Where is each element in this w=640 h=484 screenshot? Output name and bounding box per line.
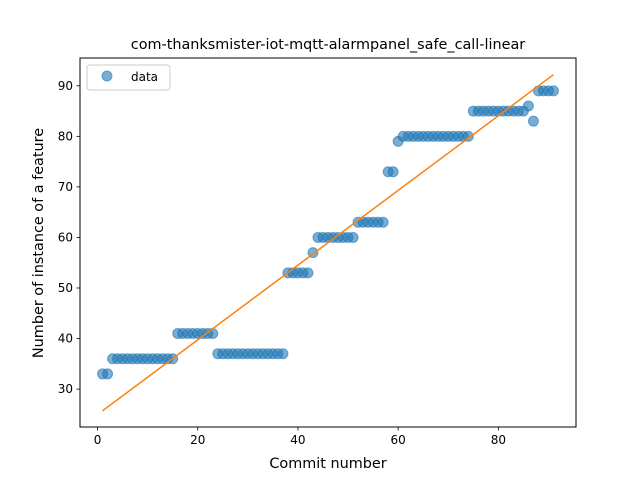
x-tick-label: 80 bbox=[491, 433, 506, 447]
data-point bbox=[387, 166, 399, 178]
data-point bbox=[527, 115, 539, 127]
data-point bbox=[377, 216, 389, 228]
legend-label-data: data bbox=[131, 70, 158, 84]
data-point bbox=[302, 267, 314, 279]
y-tick-label: 50 bbox=[58, 281, 73, 295]
data-point bbox=[277, 348, 289, 360]
legend: data bbox=[86, 64, 171, 91]
data-point bbox=[102, 368, 114, 380]
plot-content bbox=[97, 74, 559, 412]
y-tick-label: 70 bbox=[58, 180, 73, 194]
y-tick-label: 30 bbox=[58, 382, 73, 396]
x-tick-label: 60 bbox=[391, 433, 406, 447]
axis-ticks: 0 20 40 60 80 30 40 50 60 70 80 90 bbox=[58, 79, 506, 447]
x-axis-label: Commit number bbox=[269, 456, 386, 472]
y-tick-label: 80 bbox=[58, 129, 73, 143]
chart-title: com-thanksmister-iot-mqtt-alarmpanel_saf… bbox=[131, 37, 526, 53]
x-tick-label: 20 bbox=[190, 433, 205, 447]
data-point bbox=[207, 327, 219, 339]
plot-frame bbox=[79, 57, 577, 428]
data-point bbox=[347, 231, 359, 243]
data-point bbox=[522, 100, 534, 112]
y-tick-label: 60 bbox=[58, 230, 73, 244]
data-point bbox=[547, 85, 559, 97]
y-axis-label: Number of instance of a feature bbox=[31, 128, 47, 358]
fit-line bbox=[102, 74, 554, 412]
legend-marker bbox=[101, 70, 113, 82]
x-tick-label: 40 bbox=[290, 433, 305, 447]
y-tick-label: 90 bbox=[58, 79, 73, 93]
y-tick-label: 40 bbox=[58, 332, 73, 346]
x-tick-label: 0 bbox=[94, 433, 102, 447]
data-point bbox=[462, 130, 474, 142]
